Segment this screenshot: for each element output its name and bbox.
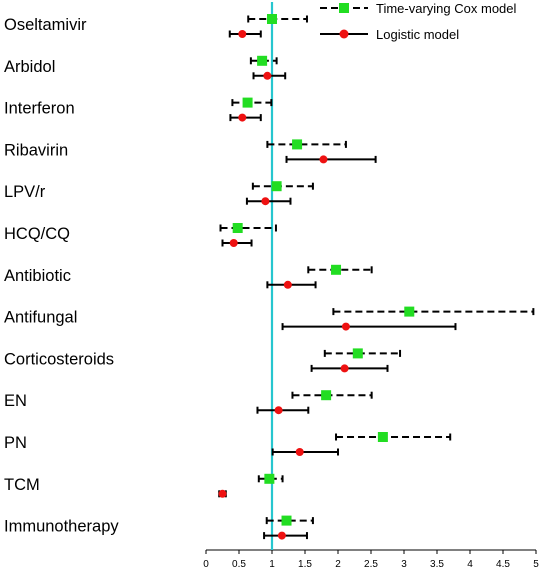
category-label: PN xyxy=(4,434,27,452)
estimate-dot xyxy=(340,364,349,373)
category-label: Ribavirin xyxy=(4,141,68,159)
estimate-dot xyxy=(263,71,272,80)
estimate-square xyxy=(257,55,268,66)
estimate-dot xyxy=(261,197,270,206)
category-label: Interferon xyxy=(4,100,75,118)
estimate-square xyxy=(242,97,253,108)
x-tick-label: 1 xyxy=(269,559,275,570)
category-label: Oseltamivir xyxy=(4,16,87,34)
estimate-square xyxy=(264,473,275,484)
x-tick-label: 1.5 xyxy=(298,559,312,570)
estimate-square xyxy=(271,181,282,192)
x-tick-label: 0 xyxy=(203,559,209,570)
x-tick-label: 2 xyxy=(335,559,341,570)
estimate-square xyxy=(377,432,388,442)
category-label: Immunotherapy xyxy=(4,518,119,536)
category-label: Arbidol xyxy=(4,58,55,76)
category-label: EN xyxy=(4,392,27,410)
estimate-dot xyxy=(229,239,238,247)
estimate-square xyxy=(331,264,342,275)
estimate-square xyxy=(267,14,277,24)
legend-square xyxy=(339,3,349,13)
legend-label: Logistic model xyxy=(376,27,459,42)
category-label: TCM xyxy=(4,476,40,494)
estimate-square xyxy=(292,139,303,150)
x-tick-label: 0.5 xyxy=(232,559,246,570)
estimate-dot xyxy=(238,30,247,38)
estimate-dot xyxy=(274,406,283,415)
category-label: Antifungal xyxy=(4,309,77,327)
estimate-square xyxy=(352,348,363,359)
x-tick-label: 4 xyxy=(467,559,473,570)
category-label: HCQ/CQ xyxy=(4,225,70,243)
legend-dot xyxy=(339,29,349,39)
estimate-dot xyxy=(319,155,328,164)
estimate-dot xyxy=(283,280,292,289)
estimate-square xyxy=(281,515,292,526)
category-label: LPV/r xyxy=(4,183,46,201)
x-tick-label: 3 xyxy=(401,559,407,570)
estimate-square xyxy=(321,390,332,401)
estimate-dot xyxy=(295,448,304,456)
estimate-dot xyxy=(238,113,247,122)
estimate-dot xyxy=(277,531,286,540)
x-tick-label: 5 xyxy=(533,559,539,570)
estimate-square xyxy=(404,306,415,317)
x-tick-label: 2.5 xyxy=(364,559,378,570)
estimate-dot xyxy=(218,489,227,498)
category-label: Antibiotic xyxy=(4,267,71,285)
x-tick-label: 4.5 xyxy=(496,559,510,570)
estimate-square xyxy=(232,223,243,233)
legend-label: Time-varying Cox model xyxy=(376,1,517,16)
category-label: Corticosteroids xyxy=(4,350,114,368)
x-tick-label: 3.5 xyxy=(430,559,444,570)
estimate-dot xyxy=(341,322,350,331)
